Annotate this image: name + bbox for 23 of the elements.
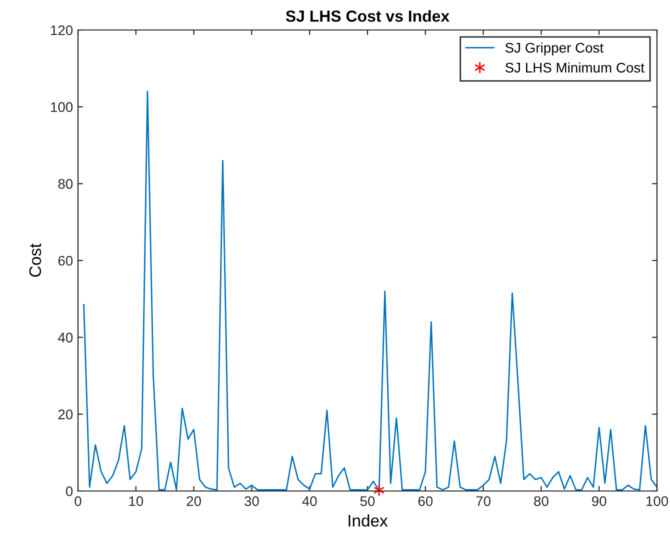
y-axis-title: Cost bbox=[29, 243, 42, 277]
x-axis-title: Index bbox=[348, 514, 388, 527]
x-tick-label: 0 bbox=[74, 496, 82, 506]
chart-title: SJ LHS Cost vs Index bbox=[286, 10, 450, 22]
x-tick-label: 20 bbox=[186, 496, 201, 506]
y-tick-label: 20 bbox=[58, 410, 73, 420]
x-tick-label: 30 bbox=[244, 496, 259, 506]
x-tick-label: 50 bbox=[360, 496, 375, 506]
y-tick-label: 120 bbox=[51, 25, 73, 36]
y-tick-label: 80 bbox=[58, 179, 73, 189]
x-tick-label: 100 bbox=[646, 496, 668, 506]
y-tick-label: 0 bbox=[66, 486, 73, 496]
x-tick-label: 60 bbox=[418, 496, 433, 506]
x-tick-label: 80 bbox=[534, 496, 548, 506]
x-tick-label: 70 bbox=[476, 496, 490, 506]
y-tick-label: 100 bbox=[51, 102, 73, 112]
x-tick-label: 90 bbox=[592, 496, 606, 506]
y-tick-label: 60 bbox=[58, 256, 73, 266]
y-tick-label: 40 bbox=[58, 332, 73, 343]
x-tick-label: 40 bbox=[302, 496, 317, 506]
x-tick-label: 10 bbox=[129, 496, 144, 506]
legend-label: SJ LHS Minimum Cost bbox=[505, 62, 644, 73]
legend-label: SJ Gripper Cost bbox=[505, 42, 604, 56]
